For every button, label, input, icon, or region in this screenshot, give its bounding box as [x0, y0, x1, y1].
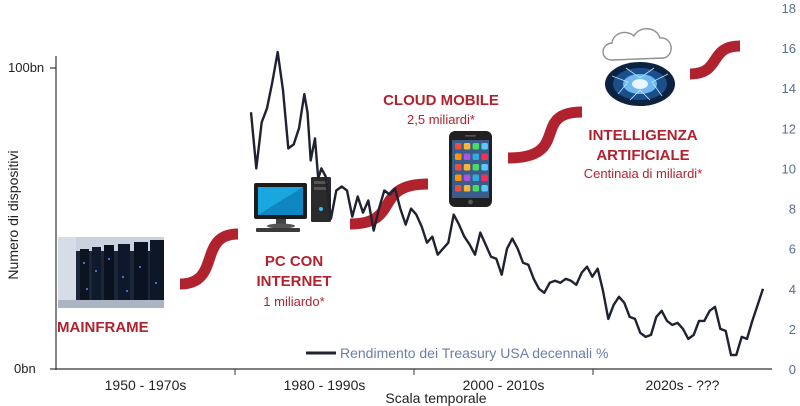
era-title-pc-line1: PC CON	[265, 253, 323, 270]
yield-line	[249, 50, 765, 357]
app-icon	[472, 185, 480, 192]
app-icon	[472, 153, 480, 160]
app-icon	[481, 143, 488, 150]
connector-curve-1	[179, 228, 239, 290]
smartphone-icon	[449, 131, 492, 207]
era-title-cloud-mobile: CLOUD MOBILE	[383, 92, 499, 109]
connector-curve-3	[507, 106, 583, 164]
right-tick-label: 18	[782, 1, 796, 16]
right-tick-label: 12	[782, 121, 796, 136]
x-tick-label: 1980 - 1990s	[284, 377, 366, 393]
left-tick-label-bottom: 0bn	[14, 361, 36, 376]
app-icon	[463, 153, 471, 160]
app-icon	[481, 153, 488, 160]
app-icon	[463, 164, 471, 171]
era-title-pc-line2: INTERNET	[257, 273, 332, 290]
app-icon	[481, 164, 488, 171]
right-tick-label: 0	[789, 362, 796, 377]
connector-curve-4	[689, 40, 741, 80]
legend-label: Rendimento dei Treasury USA decennali %	[340, 345, 608, 361]
era-subtitle-ai: Centinaia di miliardi*	[584, 166, 703, 181]
era-subtitle-cloud-mobile: 2,5 miliardi*	[407, 112, 475, 127]
app-icon	[481, 174, 488, 181]
app-icon	[455, 164, 462, 171]
app-icon	[481, 185, 488, 192]
y-axis-label: Numero di dispositivi	[5, 150, 21, 279]
era-title-ai-line1: INTELLIGENZA	[588, 127, 697, 144]
app-icon	[463, 143, 471, 150]
app-icon	[455, 174, 462, 181]
cloud-icon	[602, 28, 672, 61]
x-tick-label: 2000 - 2010s	[463, 377, 545, 393]
ai-brain-icon	[605, 62, 675, 106]
x-tick-label: 2020s - ???	[646, 377, 720, 393]
right-tick-label: 14	[782, 81, 796, 96]
right-tick-label: 4	[789, 282, 796, 297]
right-tick-label: 2	[789, 322, 796, 337]
desktop-pc-icon	[254, 177, 331, 232]
right-tick-label: 6	[789, 242, 796, 257]
app-icon	[472, 164, 480, 171]
right-tick-label: 16	[782, 41, 796, 56]
app-icon	[455, 143, 462, 150]
left-tick-label-top: 100bn	[8, 60, 44, 75]
app-icon	[472, 174, 480, 181]
era-title-ai-line2: ARTIFICIALE	[596, 147, 689, 164]
mainframe-image	[58, 237, 164, 308]
app-icon	[455, 153, 462, 160]
app-icon	[455, 185, 462, 192]
app-icon	[472, 143, 480, 150]
connector-curve-2	[349, 178, 429, 230]
app-icon	[463, 185, 471, 192]
x-tick-label: 1950 - 1970s	[105, 377, 187, 393]
app-icon	[463, 174, 471, 181]
right-tick-label: 10	[782, 161, 796, 176]
era-subtitle-pc: 1 miliardo*	[263, 294, 324, 309]
x-axis-label: Scala temporale	[385, 390, 486, 406]
right-tick-label: 8	[789, 202, 796, 217]
era-title-mainframe: MAINFRAME	[57, 319, 149, 336]
